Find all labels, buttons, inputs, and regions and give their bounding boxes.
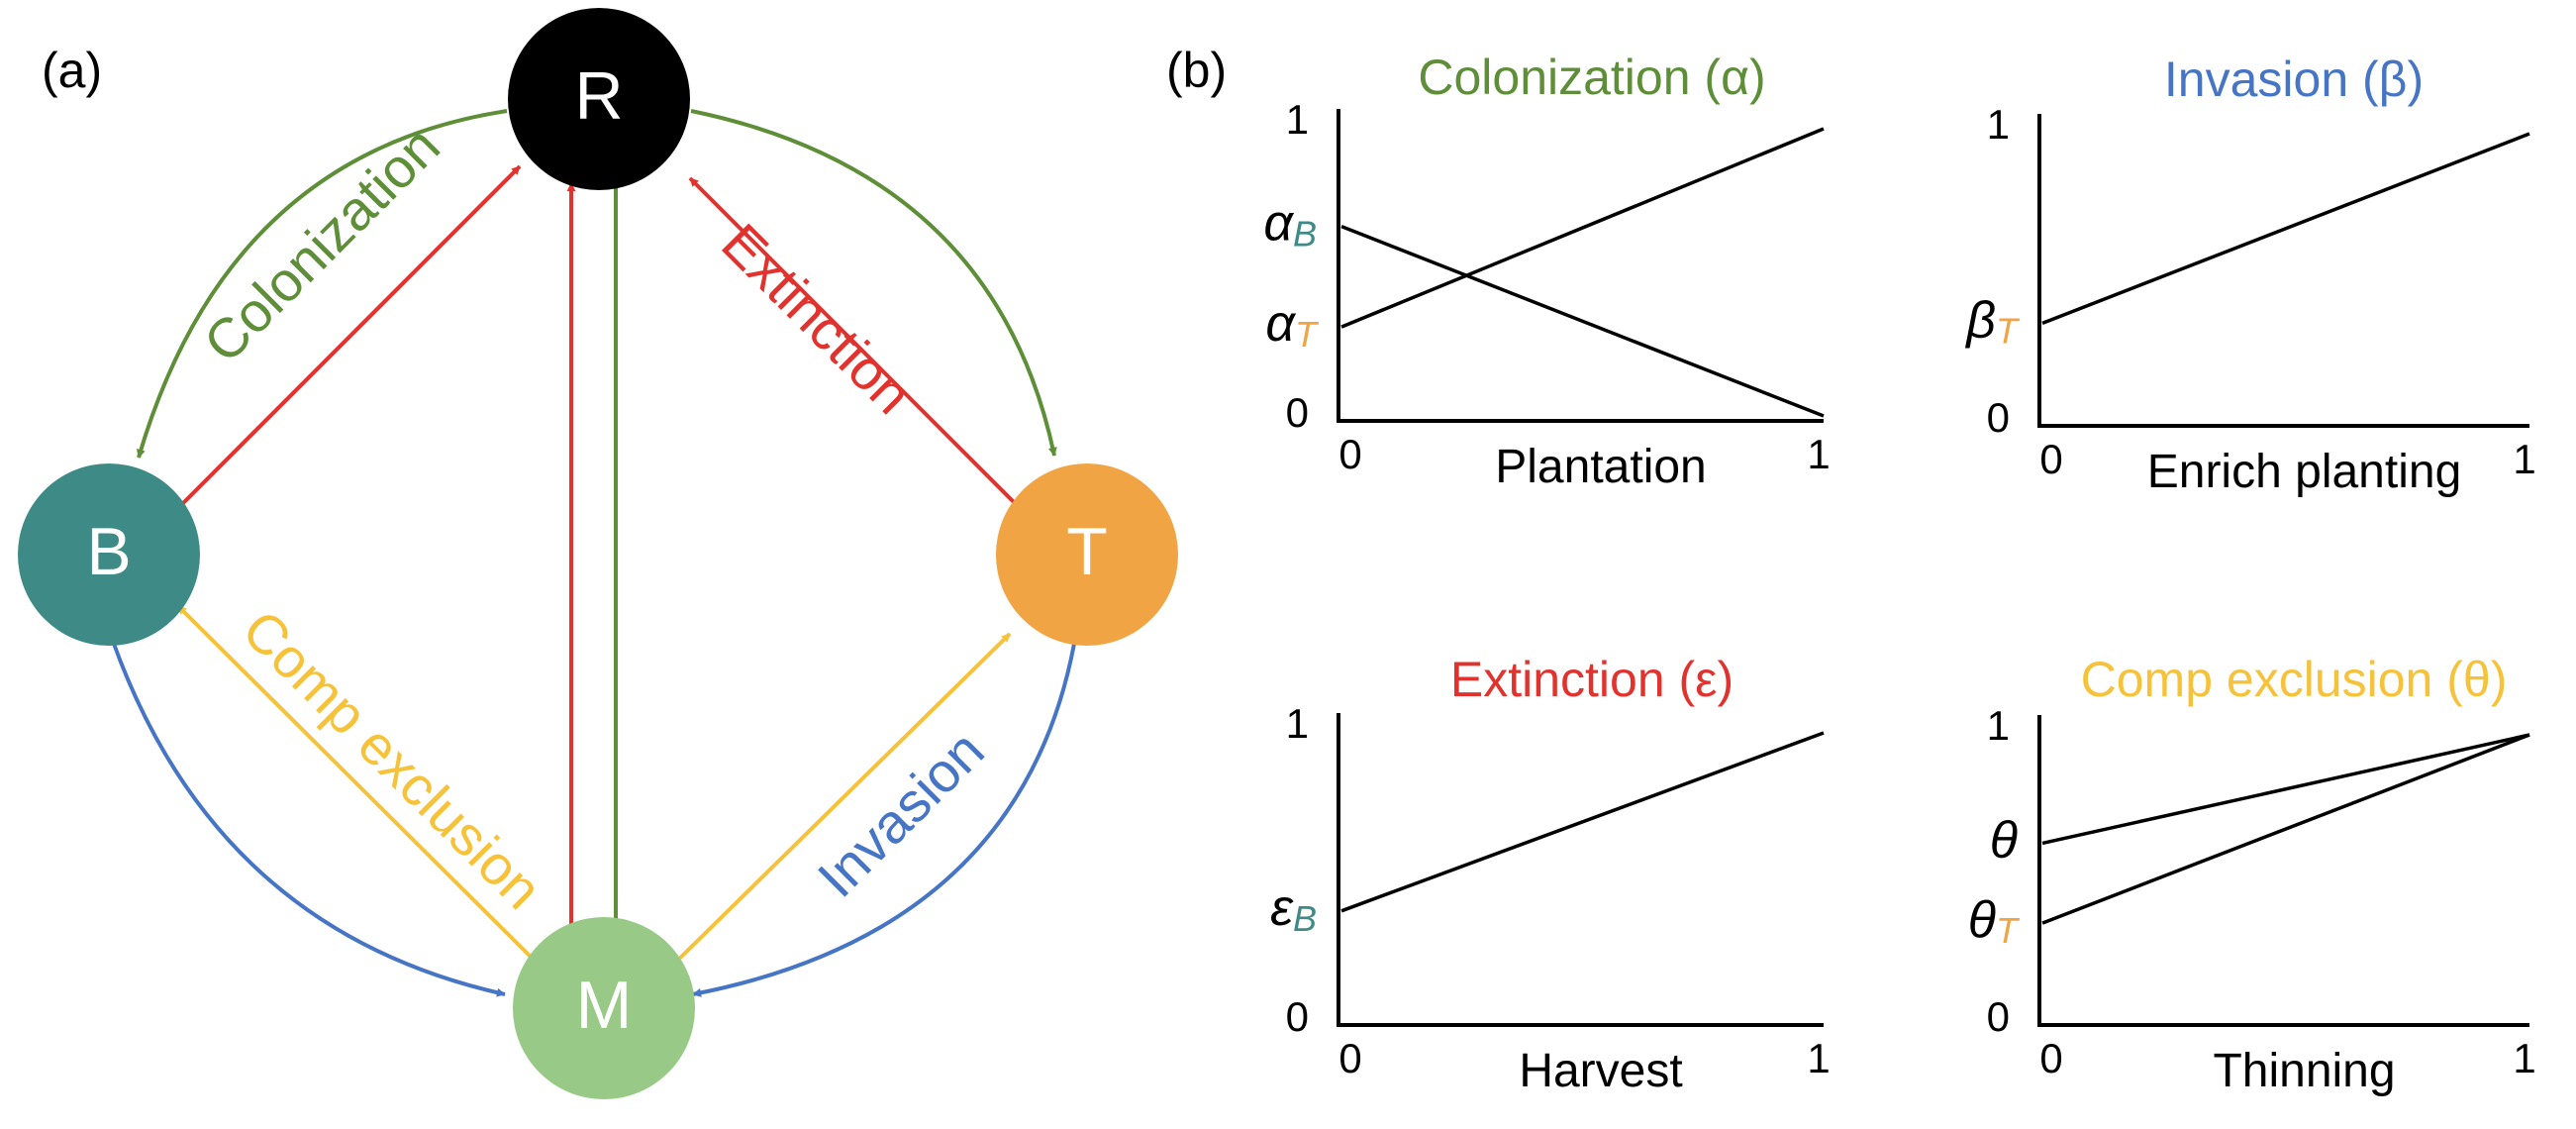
node-t-label: T <box>1066 514 1108 589</box>
x-tick-label: 1 <box>2513 1035 2535 1081</box>
arrow-comp-exclusion-m-to-t <box>667 632 1012 971</box>
x-axis-label: Plantation <box>1495 441 1707 493</box>
x-tick-label: 0 <box>2039 436 2062 482</box>
plot-title: Extinction (ε) <box>1450 652 1734 707</box>
node-m: M <box>513 917 695 1099</box>
arrow-invasion-b-to-m <box>112 643 506 997</box>
plot-1: Colonization (α) 0 1 0 1 Plantation αB αT <box>1263 50 1830 493</box>
x-tick-label: 1 <box>1807 431 1830 477</box>
arrow-extinction-t-to-r <box>688 176 1017 505</box>
intercept-label: θ <box>1990 811 2018 869</box>
x-tick-label: 1 <box>2513 436 2535 482</box>
node-r-circle <box>508 8 690 190</box>
x-tick-label: 0 <box>2039 1035 2062 1081</box>
intercept-label: αT <box>1265 295 1320 355</box>
intercept-label: αB <box>1263 194 1317 254</box>
response-line <box>2041 733 2530 925</box>
y-tick-label: 1 <box>1286 96 1309 143</box>
node-b-label: B <box>86 514 131 589</box>
plot-2: Invasion (β) 0 1 0 1 Enrich planting βT <box>1964 51 2535 498</box>
response-line <box>2041 132 2530 326</box>
response-line <box>1340 731 1825 913</box>
y-tick-label: 0 <box>1987 394 2010 441</box>
arrow-colonization-r-to-t <box>690 109 1057 457</box>
panel-b-label: (b) <box>1166 43 1227 98</box>
panel-a: (a) Colonization Extinction Comp exclusi… <box>18 8 1178 1099</box>
node-t-circle <box>996 463 1178 646</box>
x-axis-label: Thinning <box>2213 1045 2395 1097</box>
label-extinction: Extinction <box>710 212 924 426</box>
y-tick-label: 0 <box>1286 993 1309 1040</box>
label-invasion: Invasion <box>806 719 996 909</box>
node-t: T <box>996 463 1178 646</box>
intercept-label: εB <box>1270 879 1317 939</box>
arrow-comp-exclusion-m-to-b <box>176 604 545 971</box>
x-tick-label: 0 <box>1338 1035 1361 1081</box>
panel-a-label: (a) <box>42 43 102 98</box>
arrow-colonization-r-to-b <box>136 109 508 459</box>
node-b-circle <box>18 463 200 646</box>
response-plots: Colonization (α) 0 1 0 1 Plantation αB αT Invasi… <box>1263 50 2535 1097</box>
x-axis-label: Enrich planting <box>2147 446 2462 498</box>
node-m-label: M <box>576 968 633 1043</box>
response-line <box>1340 127 1825 329</box>
y-tick-label: 1 <box>1987 101 2010 148</box>
y-tick-label: 1 <box>1286 700 1309 747</box>
intercept-label: θT <box>1968 891 2021 951</box>
plot-4: Comp exclusion (θ) 0 1 0 1 Thinning θ θT <box>1968 652 2536 1097</box>
x-axis-label: Harvest <box>1519 1045 1682 1097</box>
y-tick-label: 0 <box>1286 389 1309 436</box>
panel-b: (b) Colonization (α) 0 1 0 1 Plantation αB αT In… <box>1166 43 2536 1097</box>
node-m-circle <box>513 917 695 1099</box>
response-line <box>1340 224 1825 418</box>
plot-title: Colonization (α) <box>1418 50 1765 105</box>
intercept-label: βT <box>1964 291 2021 351</box>
node-r: R <box>508 8 690 190</box>
label-comp-exclusion: Comp exclusion <box>231 598 553 921</box>
x-tick-label: 1 <box>1807 1035 1830 1081</box>
plot-title: Comp exclusion (θ) <box>2081 652 2508 707</box>
x-tick-label: 0 <box>1338 431 1361 477</box>
plot-3: Extinction (ε) 0 1 0 1 Harvest εB <box>1270 652 1831 1097</box>
y-tick-label: 1 <box>1987 702 2010 749</box>
response-line <box>2041 733 2530 846</box>
y-tick-label: 0 <box>1987 993 2010 1040</box>
node-b: B <box>18 463 200 646</box>
node-r-label: R <box>574 58 623 134</box>
arrow-invasion-t-to-m <box>692 643 1076 997</box>
plot-title: Invasion (β) <box>2164 51 2424 107</box>
label-colonization: Colonization <box>191 114 450 373</box>
arrow-extinction-b-to-r <box>181 164 522 505</box>
